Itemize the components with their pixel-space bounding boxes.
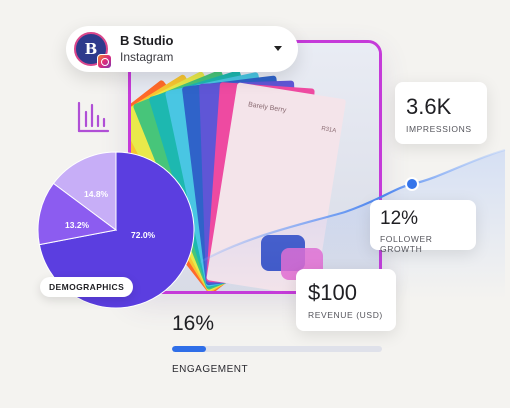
follower-growth-value: 12% — [380, 208, 419, 229]
revenue-value: $100 — [308, 280, 357, 305]
engagement-label: ENGAGEMENT — [172, 364, 249, 375]
growth-point[interactable] — [407, 179, 417, 189]
engagement-progress-fill — [172, 346, 206, 352]
engagement-value: 16% — [172, 312, 215, 335]
impressions-card[interactable]: 3.6K IMPRESSIONS — [395, 82, 487, 144]
chevron-down-icon[interactable] — [274, 46, 282, 51]
demographics-pie-chart[interactable]: 72.0% 13.2% 14.8% — [36, 150, 196, 310]
pie-slice-label-0: 72.0% — [131, 230, 156, 240]
pie-slice-label-2: 14.8% — [84, 189, 109, 199]
pie-slice-2[interactable] — [52, 151, 117, 231]
impressions-value: 3.6K — [406, 94, 452, 119]
revenue-card[interactable]: $100 REVENUE (USD) — [296, 269, 396, 331]
follower-growth-card[interactable]: 12% FOLLOWER GROWTH — [370, 200, 476, 254]
impressions-label: IMPRESSIONS — [406, 124, 472, 134]
pie-svg — [37, 151, 195, 309]
account-name: B Studio — [120, 33, 174, 48]
engagement-progress-track — [172, 346, 382, 352]
pie-slice-label-1: 13.2% — [65, 220, 90, 230]
avatar-letter: B — [84, 40, 98, 58]
account-selector[interactable]: B B Studio Instagram — [66, 26, 298, 72]
bar-chart-icon — [77, 101, 110, 133]
demographics-label[interactable]: DEMOGRAPHICS — [40, 277, 134, 297]
svg-text:R31A: R31A — [321, 126, 337, 134]
follower-growth-label: FOLLOWER GROWTH — [380, 234, 433, 254]
pie-slice-1[interactable] — [37, 182, 118, 246]
instagram-icon — [97, 54, 112, 69]
revenue-label: REVENUE (USD) — [308, 310, 383, 320]
avatar: B — [74, 32, 112, 69]
account-platform: Instagram — [120, 50, 174, 64]
